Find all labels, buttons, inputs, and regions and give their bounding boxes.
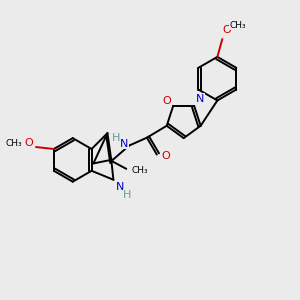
Text: H: H — [123, 190, 131, 200]
Text: O: O — [162, 96, 171, 106]
Text: CH₃: CH₃ — [230, 21, 247, 30]
Text: O: O — [222, 25, 231, 35]
Text: N: N — [196, 94, 204, 104]
Text: CH₃: CH₃ — [6, 139, 22, 148]
Text: H: H — [112, 133, 120, 143]
Text: N: N — [116, 182, 124, 192]
Text: O: O — [161, 151, 170, 160]
Text: N: N — [120, 139, 128, 148]
Text: O: O — [25, 138, 34, 148]
Text: CH₃: CH₃ — [132, 166, 148, 175]
